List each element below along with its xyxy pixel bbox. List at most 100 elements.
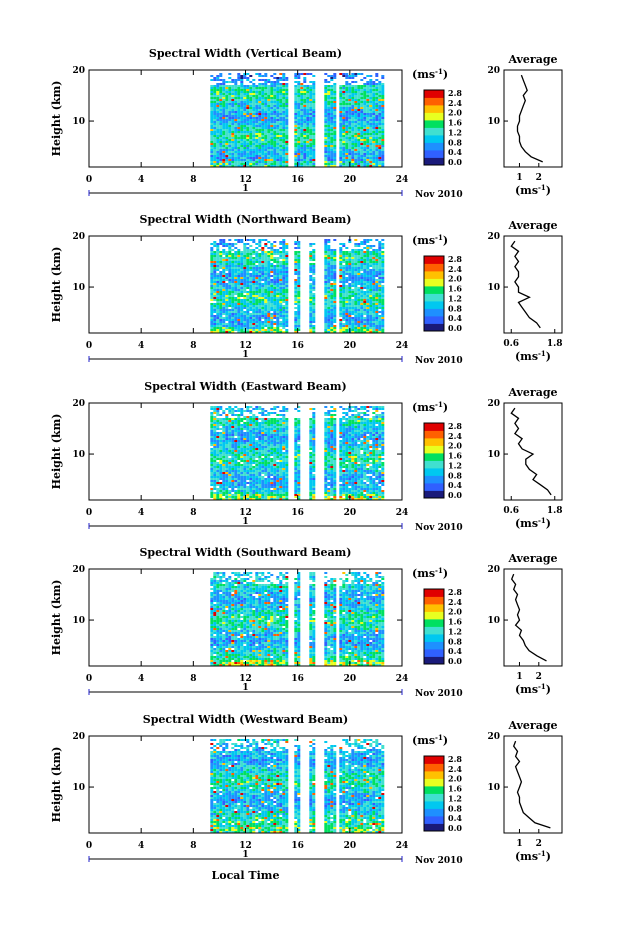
heatmap-cell	[354, 153, 358, 155]
heatmap-cell	[294, 271, 298, 273]
heatmap-cell	[210, 145, 214, 147]
heatmap-cell	[363, 131, 367, 133]
heatmap-cell	[366, 325, 370, 327]
heatmap-cell	[381, 95, 385, 97]
heatmap-cell	[261, 95, 265, 97]
heatmap-cell	[312, 153, 316, 155]
heatmap-cell	[228, 486, 232, 488]
heatmap-cell	[345, 127, 349, 129]
heatmap-cell	[381, 101, 385, 103]
heatmap-cell	[285, 269, 289, 271]
heatmap-cell	[351, 143, 355, 145]
heatmap-cell	[330, 251, 334, 253]
heatmap-cell	[231, 291, 235, 293]
heatmap-cell	[333, 143, 337, 145]
heatmap-cell	[270, 149, 274, 151]
heatmap-cell	[261, 155, 265, 157]
heatmap-cell	[222, 161, 226, 163]
heatmap-cell	[219, 129, 223, 131]
heatmap-cell	[216, 151, 220, 153]
heatmap-cell	[222, 464, 226, 466]
heatmap-cell	[372, 105, 376, 107]
heatmap-cell	[228, 289, 232, 291]
heatmap-cell	[327, 307, 331, 309]
heatmap-cell	[222, 285, 226, 287]
heatmap-cell	[246, 127, 250, 129]
heatmap-cell	[360, 259, 364, 261]
heatmap-cell	[309, 291, 313, 293]
heatmap-cell	[348, 83, 352, 85]
heatmap-cell	[333, 275, 337, 277]
heatmap-cell	[252, 119, 256, 121]
heatmap-cell	[333, 163, 337, 165]
heatmap-cell	[324, 255, 328, 257]
heatmap-cell	[234, 478, 238, 480]
heatmap-cell	[372, 297, 376, 299]
heatmap-cell	[381, 161, 385, 163]
heatmap-cell	[357, 119, 361, 121]
heatmap-cell	[213, 289, 217, 291]
heatmap-cell	[366, 277, 370, 279]
heatmap-cell	[219, 444, 223, 446]
heatmap-cell	[372, 269, 376, 271]
heatmap-cell	[234, 125, 238, 127]
heatmap-cell	[261, 87, 265, 89]
heatmap-cell	[270, 137, 274, 139]
heatmap-cell	[249, 251, 253, 253]
heatmap-cell	[363, 89, 367, 91]
heatmap-cell	[249, 121, 253, 123]
heatmap-cell	[264, 255, 268, 257]
heatmap-cell	[294, 123, 298, 125]
heatmap-cell	[333, 321, 337, 323]
heatmap-cell	[348, 119, 352, 121]
heatmap-cell	[363, 263, 367, 265]
heatmap-cell	[234, 466, 238, 468]
heatmap-cell	[324, 317, 328, 319]
heatmap-cell	[369, 319, 373, 321]
heatmap-cell	[369, 83, 373, 85]
heatmap-cell	[216, 325, 220, 327]
heatmap-cell	[297, 135, 301, 137]
heatmap-cell	[297, 277, 301, 279]
heatmap-cell	[243, 305, 247, 307]
heatmap-cell	[327, 281, 331, 283]
heatmap-cell	[330, 301, 334, 303]
heatmap-cell	[225, 131, 229, 133]
heatmap-cell	[270, 291, 274, 293]
heatmap-cell	[363, 161, 367, 163]
heatmap-cell	[297, 121, 301, 123]
heatmap-cell	[360, 321, 364, 323]
heatmap-cell	[276, 303, 280, 305]
heatmap-cell	[375, 309, 379, 311]
heatmap-cell	[252, 315, 256, 317]
heatmap-cell	[255, 155, 259, 157]
heatmap-cell	[276, 133, 280, 135]
heatmap-cell	[273, 293, 277, 295]
heatmap-cell	[246, 255, 250, 257]
heatmap-cell	[273, 125, 277, 127]
heatmap-cell	[282, 115, 286, 117]
heatmap-cell	[339, 291, 343, 293]
heatmap-cell	[270, 155, 274, 157]
heatmap-cell	[303, 119, 307, 121]
heatmap-cell	[375, 137, 379, 139]
heatmap-cell	[279, 115, 283, 117]
heatmap-cell	[252, 251, 256, 253]
heatmap-cell	[345, 265, 349, 267]
heatmap-cell	[366, 291, 370, 293]
colorbar-tick-label: 0.8	[448, 137, 462, 147]
heatmap-cell	[357, 121, 361, 123]
heatmap-cell	[327, 331, 331, 333]
heatmap-cell	[252, 79, 256, 81]
heatmap-cell	[252, 317, 256, 319]
heatmap-cell	[309, 301, 313, 303]
heatmap-cell	[279, 129, 283, 131]
heatmap-cell	[381, 243, 385, 245]
heatmap-cell	[369, 273, 373, 275]
heatmap-cell	[249, 159, 253, 161]
heatmap-cell	[273, 155, 277, 157]
heatmap-cell	[216, 331, 220, 333]
heatmap-cell	[357, 255, 361, 257]
heatmap-cell	[219, 151, 223, 153]
heatmap-cell	[378, 97, 382, 99]
